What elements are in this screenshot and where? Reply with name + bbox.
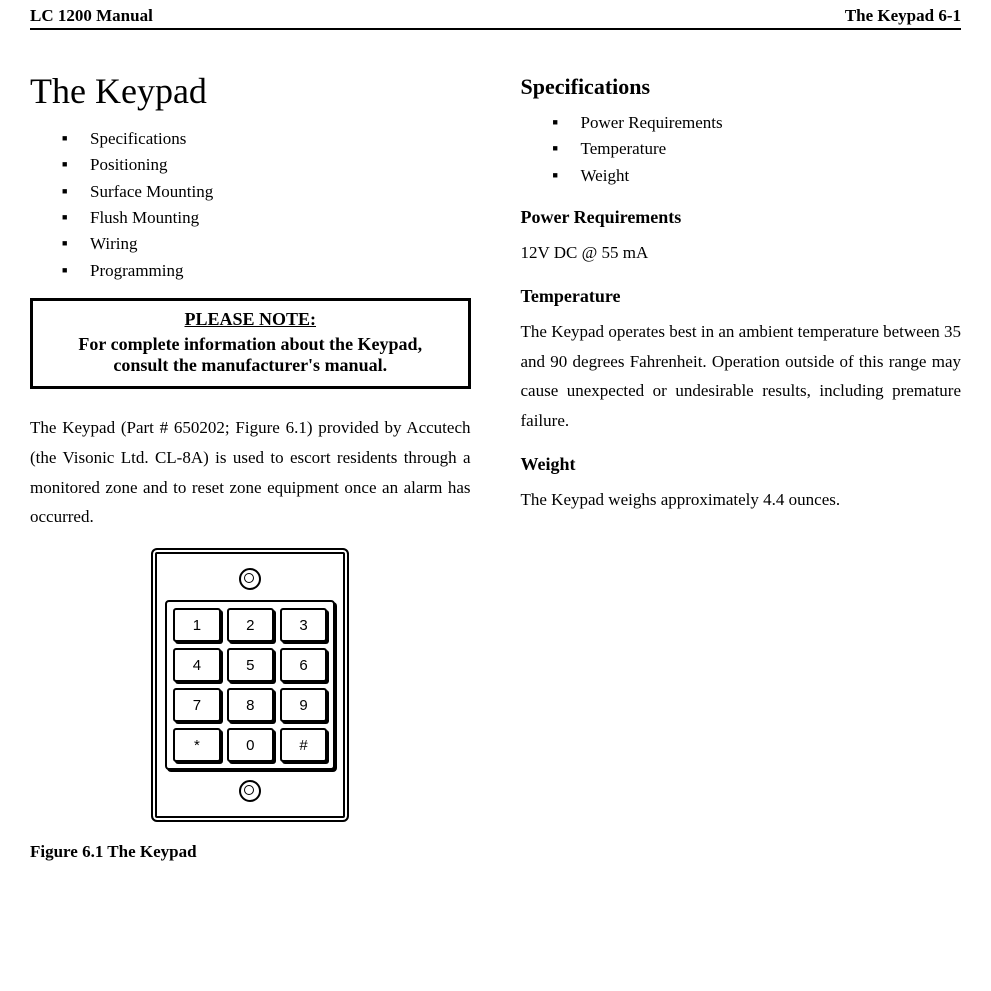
spec-item: Temperature	[521, 136, 962, 162]
keypad-key: 9	[280, 688, 327, 722]
keypad-key: 7	[173, 688, 220, 722]
page-header: LC 1200 Manual The Keypad 6-1	[30, 0, 961, 30]
note-title: PLEASE NOTE:	[41, 309, 460, 330]
power-body: 12V DC @ 55 mA	[521, 238, 962, 268]
power-heading: Power Requirements	[521, 207, 962, 228]
toc-list: Specifications Positioning Surface Mount…	[30, 126, 471, 284]
temperature-heading: Temperature	[521, 286, 962, 307]
header-left: LC 1200 Manual	[30, 6, 153, 26]
keypad-key: 8	[227, 688, 274, 722]
keypad-key: 1	[173, 608, 220, 642]
weight-body: The Keypad weighs approximately 4.4 ounc…	[521, 485, 962, 515]
screw-icon	[239, 568, 261, 590]
intro-paragraph: The Keypad (Part # 650202; Figure 6.1) p…	[30, 413, 471, 532]
spec-list: Power Requirements Temperature Weight	[521, 110, 962, 189]
keypad-key: #	[280, 728, 327, 762]
toc-item: Specifications	[30, 126, 471, 152]
screw-icon	[239, 780, 261, 802]
spec-item: Weight	[521, 163, 962, 189]
toc-item: Surface Mounting	[30, 179, 471, 205]
toc-item: Flush Mounting	[30, 205, 471, 231]
keypad-key: 5	[227, 648, 274, 682]
spec-item: Power Requirements	[521, 110, 962, 136]
toc-item: Programming	[30, 258, 471, 284]
keypad-figure: 1 2 3 4 5 6 7 8 9 * 0 #	[30, 548, 471, 822]
toc-item: Positioning	[30, 152, 471, 178]
keypad-key: 0	[227, 728, 274, 762]
header-right: The Keypad 6-1	[845, 6, 961, 26]
keypad-key: *	[173, 728, 220, 762]
keypad-key: 2	[227, 608, 274, 642]
specifications-heading: Specifications	[521, 74, 962, 100]
right-column: Specifications Power Requirements Temper…	[521, 60, 962, 862]
keypad-key: 4	[173, 648, 220, 682]
toc-item: Wiring	[30, 231, 471, 257]
keypad-grid: 1 2 3 4 5 6 7 8 9 * 0 #	[173, 608, 327, 762]
left-column: The Keypad Specifications Positioning Su…	[30, 60, 471, 862]
keypad-key: 3	[280, 608, 327, 642]
temperature-body: The Keypad operates best in an ambient t…	[521, 317, 962, 436]
note-line: For complete information about the Keypa…	[78, 334, 422, 354]
page-title: The Keypad	[30, 70, 471, 112]
figure-caption: Figure 6.1 The Keypad	[30, 842, 471, 862]
keypad-key: 6	[280, 648, 327, 682]
weight-heading: Weight	[521, 454, 962, 475]
note-box: PLEASE NOTE: For complete information ab…	[30, 298, 471, 389]
keypad-device: 1 2 3 4 5 6 7 8 9 * 0 #	[151, 548, 349, 822]
note-line: consult the manufacturer's manual.	[113, 355, 387, 375]
